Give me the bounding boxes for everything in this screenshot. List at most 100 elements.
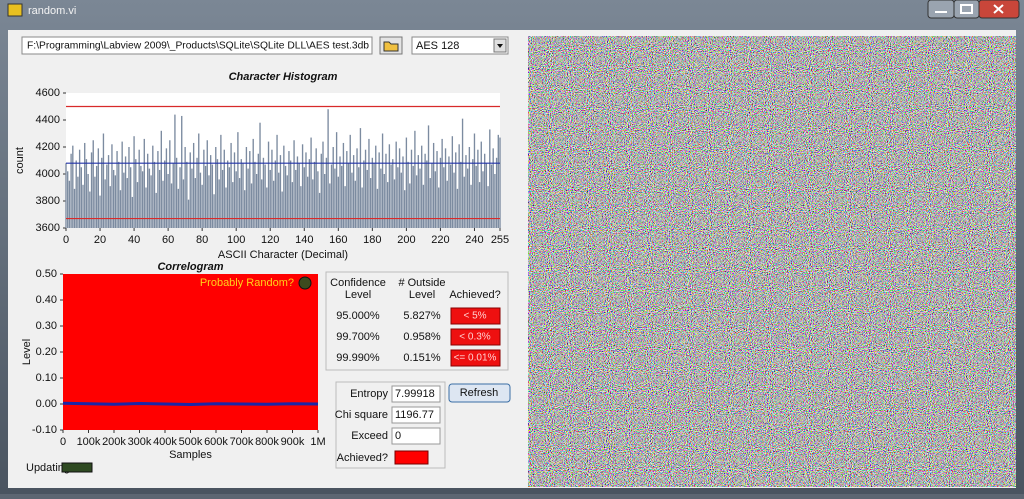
bar bbox=[386, 182, 389, 228]
entropy-label: Entropy bbox=[350, 388, 388, 400]
x-tick-label: 0 bbox=[63, 234, 69, 246]
bar bbox=[446, 180, 448, 228]
bar bbox=[157, 151, 159, 228]
bar bbox=[181, 115, 183, 228]
bar bbox=[392, 159, 394, 228]
bar bbox=[330, 164, 333, 228]
bar bbox=[293, 140, 295, 228]
y-tick-label: 4600 bbox=[36, 87, 60, 99]
plot-area bbox=[63, 274, 318, 430]
x-tick-label: 100k bbox=[77, 436, 101, 448]
y-axis-label: Level bbox=[21, 339, 33, 365]
bar bbox=[84, 142, 86, 228]
bar bbox=[252, 138, 254, 228]
bar bbox=[366, 169, 368, 228]
bar bbox=[165, 148, 168, 228]
bar bbox=[247, 168, 249, 228]
bar bbox=[95, 165, 98, 228]
table-cell: 0.958% bbox=[403, 331, 441, 343]
y-tick-label: 4400 bbox=[36, 114, 60, 126]
bar bbox=[361, 187, 363, 228]
bar bbox=[329, 183, 331, 228]
bar bbox=[427, 125, 430, 228]
chi-value: 1196.77 bbox=[395, 409, 434, 421]
bar bbox=[278, 172, 280, 228]
table-header: Achieved? bbox=[449, 289, 500, 301]
table-header: Confidence bbox=[330, 277, 386, 289]
bar bbox=[114, 175, 117, 228]
bar bbox=[116, 151, 118, 228]
bar bbox=[484, 153, 486, 228]
bar bbox=[213, 194, 215, 228]
bar bbox=[75, 160, 77, 228]
bar bbox=[424, 153, 426, 228]
chart-title: Character Histogram bbox=[229, 71, 338, 83]
bar bbox=[94, 176, 96, 228]
bar bbox=[141, 171, 144, 228]
bar bbox=[390, 164, 392, 228]
updating-led bbox=[61, 462, 93, 473]
x-tick-label: 300k bbox=[128, 436, 152, 448]
y-tick-label: -0.10 bbox=[32, 424, 57, 436]
bar bbox=[448, 156, 450, 228]
bar bbox=[482, 171, 484, 228]
bar bbox=[104, 179, 106, 228]
folder-icon bbox=[383, 41, 399, 52]
bar bbox=[179, 167, 181, 228]
bar bbox=[136, 182, 139, 228]
bar bbox=[499, 137, 501, 228]
bar bbox=[307, 176, 309, 228]
bar bbox=[426, 160, 428, 228]
bar bbox=[463, 176, 465, 228]
bar bbox=[187, 199, 190, 228]
bar bbox=[106, 164, 108, 228]
table-cell: 5.827% bbox=[403, 310, 441, 322]
x-tick-label: 100 bbox=[227, 234, 245, 246]
bar bbox=[405, 137, 408, 228]
bar bbox=[160, 130, 162, 228]
bar bbox=[320, 153, 322, 228]
bar bbox=[97, 148, 100, 228]
bar bbox=[192, 142, 195, 228]
bar bbox=[119, 190, 122, 228]
bar bbox=[111, 144, 113, 228]
achieved-indicator bbox=[450, 349, 501, 367]
maximize-button[interactable] bbox=[953, 0, 980, 19]
bar bbox=[82, 184, 84, 228]
bar bbox=[85, 159, 88, 228]
bar bbox=[271, 149, 273, 228]
x-tick-label: 220 bbox=[431, 234, 449, 246]
bar bbox=[460, 161, 462, 228]
bar bbox=[147, 153, 149, 228]
bar bbox=[70, 153, 72, 228]
bar bbox=[456, 188, 459, 228]
y-tick-label: 0.20 bbox=[36, 346, 57, 358]
combo-arrow-glyph bbox=[497, 44, 503, 48]
bar bbox=[135, 159, 137, 228]
window-icon bbox=[7, 3, 23, 17]
bar bbox=[449, 164, 452, 228]
bar bbox=[138, 149, 140, 228]
bar bbox=[182, 179, 185, 228]
bar bbox=[167, 174, 169, 228]
mode-combo[interactable] bbox=[411, 36, 509, 55]
bar bbox=[255, 174, 258, 228]
bar bbox=[296, 156, 299, 228]
bar bbox=[150, 175, 152, 228]
y-tick-label: 3600 bbox=[36, 222, 60, 234]
window-title: random.vi bbox=[28, 5, 76, 17]
bar bbox=[400, 172, 402, 228]
path-field[interactable] bbox=[21, 36, 373, 55]
refresh-label: Refresh bbox=[460, 387, 499, 399]
bar bbox=[249, 151, 251, 228]
bar bbox=[269, 169, 271, 228]
minimize-button[interactable] bbox=[927, 0, 955, 19]
refresh-button[interactable] bbox=[448, 383, 511, 403]
bar bbox=[73, 188, 76, 228]
bar bbox=[286, 175, 288, 228]
bar bbox=[77, 176, 79, 228]
bar bbox=[230, 142, 232, 228]
bar bbox=[244, 190, 246, 228]
bar bbox=[279, 155, 282, 228]
bar bbox=[429, 178, 431, 228]
